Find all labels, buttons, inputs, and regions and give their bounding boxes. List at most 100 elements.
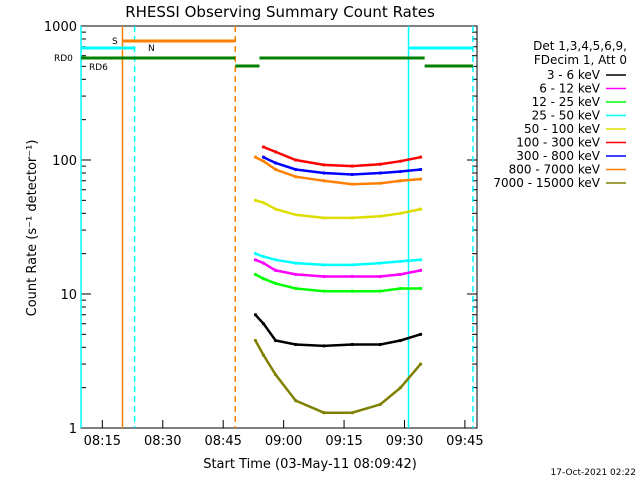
legend-label: 6 - 12 keV <box>539 82 601 96</box>
series-point <box>398 338 403 343</box>
series-point <box>294 158 298 162</box>
legend-label: 7000 - 15000 keV <box>493 176 600 190</box>
series-point <box>273 161 278 165</box>
series-point <box>294 213 298 217</box>
legend-label: 300 - 800 keV <box>516 149 600 163</box>
series-point <box>350 182 354 186</box>
series-point <box>322 344 326 348</box>
series-point <box>419 332 423 336</box>
legend-label: 800 - 7000 keV <box>509 163 601 177</box>
series-point <box>294 175 298 179</box>
x-tick-label: 09:15 <box>325 434 362 449</box>
series-point <box>350 216 354 220</box>
series-point <box>253 252 258 256</box>
legend-label: 3 - 6 keV <box>547 68 601 82</box>
series-point <box>253 198 258 202</box>
series-point <box>261 201 266 205</box>
series-point <box>350 411 354 415</box>
x-tick-label: 09:45 <box>446 434 483 449</box>
series-line-7 <box>262 156 421 176</box>
legend-header-line1: Det 1,3,4,5,6,9, <box>533 39 627 53</box>
series-point <box>378 214 382 218</box>
series-point <box>350 289 354 293</box>
series-point <box>378 289 382 293</box>
series-point <box>398 272 403 277</box>
legend-label: 12 - 25 keV <box>532 95 601 109</box>
y-tick-label: 1 <box>69 422 77 437</box>
legend-label: 50 - 100 keV <box>524 122 601 136</box>
series-point <box>294 261 298 265</box>
legend-label: 100 - 300 keV <box>516 136 600 150</box>
series-point <box>322 411 326 415</box>
series-point <box>261 145 266 149</box>
series-point <box>419 286 423 291</box>
x-tick-label: 08:30 <box>144 434 181 449</box>
timestamp: 17-Oct-2021 02:22 <box>551 468 636 478</box>
series-point <box>322 274 326 279</box>
series-point <box>419 207 423 211</box>
series-point <box>261 353 266 357</box>
y-axis-label: Count Rate (s⁻¹ detector⁻¹) <box>25 140 40 317</box>
series-point <box>322 216 326 220</box>
series-point <box>294 399 298 403</box>
chart-title: RHESSI Observing Summary Count Rates <box>125 3 435 21</box>
series-point <box>398 179 403 183</box>
series-point <box>378 171 382 175</box>
series-point <box>322 163 326 167</box>
series-point <box>322 289 326 293</box>
series-point <box>350 164 354 168</box>
chart-marks: 08:15 08:30 08:45 09:00 09:15 09:30 09:45 1 10 10… <box>44 20 626 449</box>
series-point <box>253 155 258 159</box>
series-point <box>350 342 354 347</box>
series-point <box>253 258 258 262</box>
series-point <box>261 277 266 281</box>
series-point <box>273 268 278 273</box>
y-tick-label: 10 <box>60 288 77 303</box>
series-point <box>294 272 298 277</box>
flag-label-rd0: RD0 <box>54 54 73 64</box>
series-line-6 <box>263 145 421 168</box>
series-point <box>350 172 354 177</box>
series-point <box>261 322 266 326</box>
series-point <box>419 177 423 181</box>
series-point <box>378 274 382 279</box>
series-point <box>398 211 403 215</box>
series-point <box>294 286 298 291</box>
series-point <box>273 258 278 262</box>
series-point <box>273 150 278 154</box>
x-tick-label: 09:00 <box>265 434 302 449</box>
series-point <box>398 159 403 163</box>
series-point <box>261 255 266 259</box>
series-point <box>261 261 266 265</box>
series-point <box>294 167 298 172</box>
series-line-9 <box>254 339 422 414</box>
series-point <box>322 263 326 267</box>
series-line-4 <box>254 252 421 267</box>
series-point <box>322 171 326 175</box>
series-point <box>378 402 382 407</box>
series-line-5 <box>255 199 421 220</box>
series-point <box>419 155 423 159</box>
series-point <box>419 167 423 172</box>
series-point <box>350 263 354 267</box>
flag-label-s: S <box>112 37 118 47</box>
flag-label-n: N <box>148 44 155 54</box>
series-point <box>253 272 258 277</box>
series-point <box>253 313 258 317</box>
series-point <box>398 169 403 174</box>
legend-label: 25 - 50 keV <box>532 109 601 123</box>
series-point <box>398 259 403 264</box>
series-point <box>273 338 278 343</box>
series-point <box>378 261 382 265</box>
series-point <box>378 162 382 166</box>
series-point <box>419 258 423 262</box>
y-tick-label: 1000 <box>44 20 77 35</box>
series-point <box>419 362 423 366</box>
series-point <box>294 342 298 347</box>
series-point <box>273 373 278 377</box>
series-point <box>261 159 266 163</box>
series-point <box>378 342 382 347</box>
series-point <box>253 338 258 343</box>
flag-label-rd6: RD6 <box>89 63 108 73</box>
